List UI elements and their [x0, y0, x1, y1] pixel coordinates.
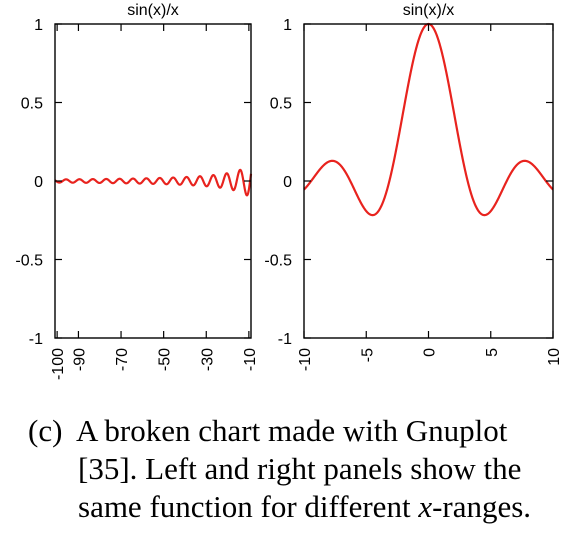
x-tick-label: -5: [359, 348, 376, 362]
y-tick-label: 0: [283, 174, 292, 191]
y-tick-label: -0.5: [264, 253, 292, 270]
y-tick-label: -1: [278, 331, 292, 348]
x-tick-label: 5: [484, 348, 501, 357]
caption-line-3-text: same function for different: [78, 489, 419, 524]
caption-line-3: same function for different x-ranges.: [28, 488, 548, 526]
caption-x-variable: x: [418, 489, 433, 524]
right-panel: sin(x)/x -1 -0.5 0 0.5 1 -10 -5 0 5 10: [264, 2, 563, 371]
y-tick-label: -1: [29, 331, 43, 348]
x-tick-label: -100: [50, 348, 67, 380]
series-line: [54, 168, 253, 197]
left-panel: sin(x)/x -1 -0.5 0 0.5 1 -100 -90 -70 -50 -30 -10: [15, 2, 258, 380]
caption-label: (c): [28, 413, 63, 448]
y-tick-label: 0.5: [270, 96, 292, 113]
caption-line-1: A broken chart made with Gnuplot: [76, 413, 508, 448]
x-tick-label: 10: [546, 348, 563, 366]
panel-title: sin(x)/x: [127, 2, 179, 19]
y-tick-label: -0.5: [15, 253, 43, 270]
x-tick-label: -10: [242, 348, 259, 371]
series-line: [303, 22, 554, 217]
y-tick-label: 0.5: [21, 96, 43, 113]
x-tick-label: -50: [157, 348, 174, 371]
x-tick-label: -30: [199, 348, 216, 371]
caption-line-3-end: -ranges.: [432, 489, 532, 524]
caption-line-2: [35]. Left and right panels show the: [78, 451, 522, 486]
y-tick-label: 0: [34, 174, 43, 191]
figure-caption: (c) A broken chart made with Gnuplot [35]…: [28, 412, 548, 526]
chart-figure: sin(x)/x-1-0.500.51-100 -90 -70 -50 -30 -10 s…: [15, 2, 563, 380]
x-tick-label: 0: [422, 348, 439, 357]
x-tick-label: -70: [114, 348, 131, 371]
x-tick-label: -90: [71, 348, 88, 371]
y-tick-label: 1: [283, 17, 292, 34]
panel-title: sin(x)/x: [403, 2, 455, 19]
plot-frame: [303, 23, 554, 339]
x-tick-label: -10: [297, 348, 314, 371]
y-tick-label: 1: [34, 17, 43, 34]
